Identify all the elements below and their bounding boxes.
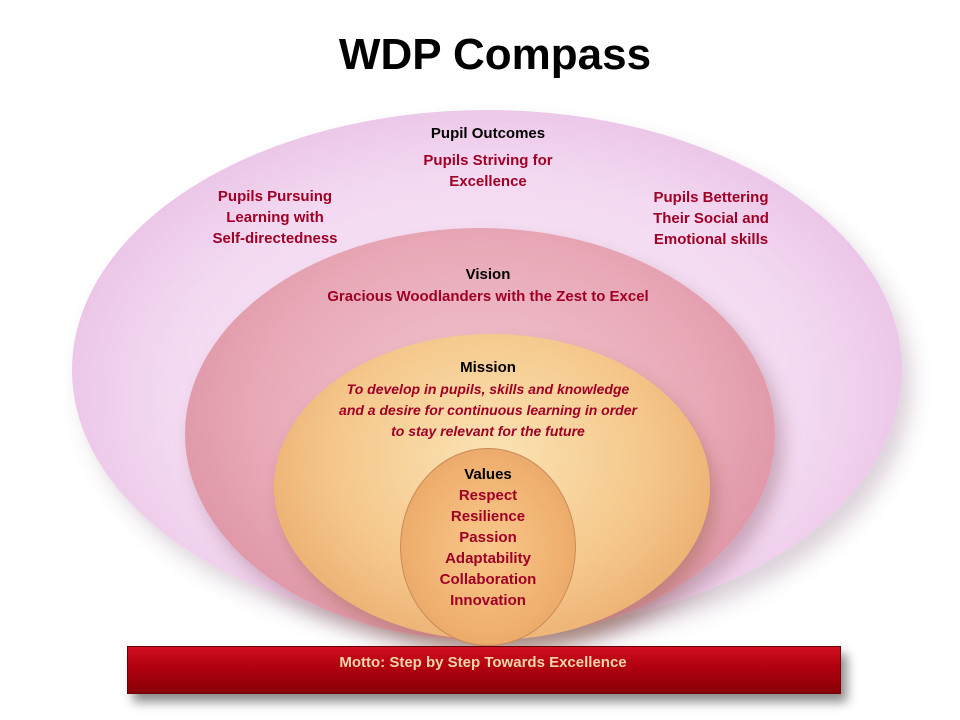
value-item: Resilience [450, 508, 526, 525]
mission-heading: Mission [460, 359, 516, 376]
outcome-pursuing-line: Pupils Pursuing [217, 188, 333, 205]
value-item: Passion [459, 529, 517, 546]
value-item: Innovation [450, 592, 526, 609]
outcome-pursuing: Pupils Pursuing Learning with Self-direc… [185, 186, 365, 249]
value-item: Collaboration [439, 571, 537, 588]
vision-text: Gracious Woodlanders with the Zest to Ex… [327, 288, 649, 305]
outcome-bettering-line: Their Social and [653, 210, 769, 227]
pupil-outcomes-heading: Pupil Outcomes [430, 125, 546, 142]
outcome-striving-line: Excellence [449, 173, 527, 190]
outcome-striving-line: Pupils Striving for [423, 152, 553, 169]
outcome-bettering-line: Emotional skills [653, 231, 769, 248]
mission-line: to stay relevant for the future [391, 423, 585, 439]
mission-text: To develop in pupils, skills and knowled… [300, 379, 676, 442]
values-ellipse [400, 448, 576, 646]
outcome-bettering-line: Pupils Bettering [653, 189, 769, 206]
outcome-pursuing-line: Learning with [226, 209, 324, 226]
motto-bar [127, 646, 841, 694]
motto-text: Motto: Step by Step Towards Excellence [339, 654, 627, 671]
vision-heading: Vision [465, 266, 511, 283]
outcome-striving: Pupils Striving for Excellence [388, 150, 588, 192]
mission-line: To develop in pupils, skills and knowled… [346, 381, 630, 397]
values-list: Respect Resilience Passion Adaptability … [413, 485, 563, 611]
page-title: WDP Compass [338, 30, 652, 79]
outcome-bettering: Pupils Bettering Their Social and Emotio… [621, 187, 801, 250]
value-item: Respect [458, 487, 518, 504]
outcome-pursuing-line: Self-directedness [212, 230, 338, 247]
value-item: Adaptability [445, 550, 531, 567]
values-heading: Values [464, 466, 512, 483]
mission-line: and a desire for continuous learning in … [339, 402, 637, 418]
